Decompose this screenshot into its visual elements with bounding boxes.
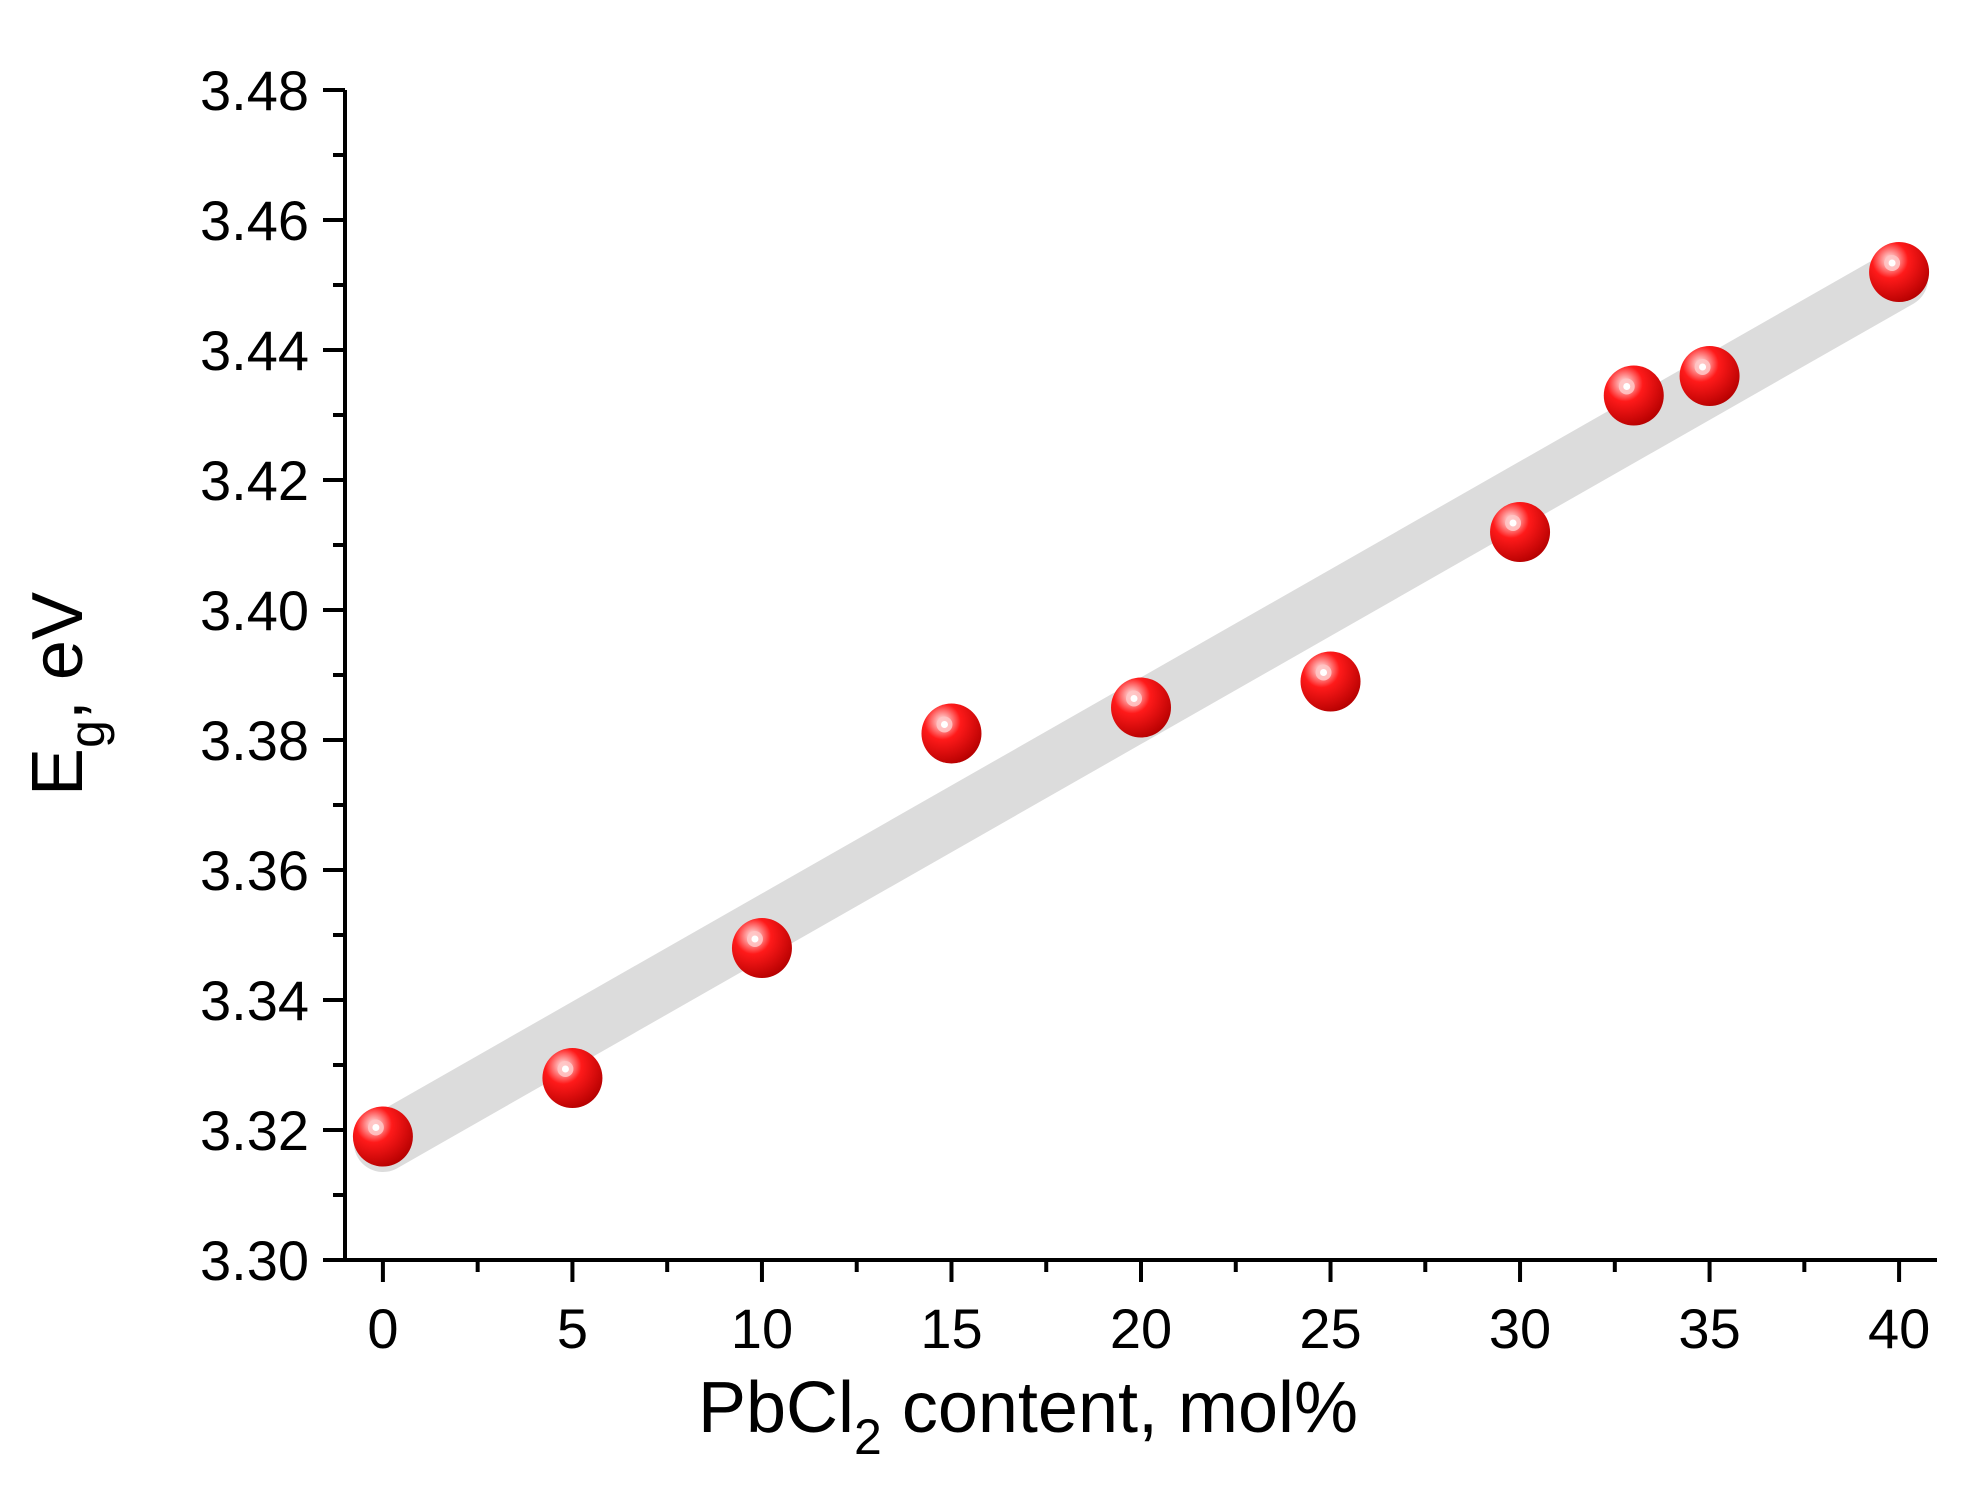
data-point (921, 703, 982, 764)
data-point (352, 1106, 413, 1167)
data-point-glint (1699, 363, 1707, 371)
data-point-sphere (1490, 502, 1551, 562)
data-point (1679, 346, 1740, 406)
x-tick-label: 40 (1868, 1297, 1930, 1360)
x-tick-label: 25 (1299, 1297, 1361, 1360)
x-tick-label: 35 (1678, 1297, 1740, 1360)
x-tick-label: 10 (731, 1297, 793, 1360)
y-axis-title-rest: , eV (18, 592, 98, 720)
data-point (1603, 365, 1664, 426)
tick-labels: 3.30 3.32 3.34 3.36 3.38 3.40 3.42 3.44 3.46 3.48… (200, 59, 1930, 1360)
y-axis-title-subscript: g (59, 720, 115, 748)
x-axis-title-rest: content, mol% (882, 1368, 1358, 1448)
data-point (731, 918, 792, 978)
data-point-glint (940, 721, 948, 728)
x-tick-label: 5 (557, 1297, 588, 1360)
data-point-sphere (1679, 346, 1740, 406)
y-tick-label: 3.44 (200, 319, 309, 382)
y-axis-title: Eg, eV (18, 592, 115, 796)
data-point (1111, 677, 1171, 738)
y-tick-label: 3.38 (200, 709, 309, 772)
y-tick-label: 3.40 (200, 579, 309, 642)
data-point-glint (1888, 259, 1896, 267)
data-point (542, 1048, 603, 1108)
x-axis-title: PbCl2 content, mol% (698, 1368, 1358, 1465)
y-tick-label: 3.34 (200, 969, 309, 1032)
x-tick-label: 0 (367, 1297, 398, 1360)
data-point-sphere (1111, 677, 1171, 738)
y-tick-label: 3.30 (200, 1229, 309, 1292)
data-point-sphere (1869, 242, 1930, 302)
data-point-glint (1130, 695, 1138, 702)
data-points (352, 242, 1930, 1167)
data-point-glint (1320, 669, 1328, 676)
data-point-glint (372, 1124, 380, 1131)
x-tick-label: 20 (1110, 1297, 1172, 1360)
data-point-sphere (542, 1048, 603, 1108)
x-tick-label: 30 (1489, 1297, 1551, 1360)
y-tick-label: 3.32 (200, 1099, 309, 1162)
data-point (1869, 242, 1930, 302)
data-point-glint (561, 1065, 569, 1073)
data-point-sphere (1603, 365, 1664, 426)
data-point-sphere (921, 703, 982, 764)
axes (323, 88, 1937, 1282)
data-point-glint (751, 935, 759, 943)
y-tick-label: 3.42 (200, 449, 309, 512)
y-tick-label: 3.48 (200, 59, 309, 122)
data-point-sphere (1300, 651, 1361, 712)
data-point-glint (1623, 383, 1631, 390)
y-axis-title-main: E (18, 748, 98, 796)
data-point-sphere (352, 1106, 413, 1167)
x-tick-label: 15 (920, 1297, 982, 1360)
data-point-glint (1509, 519, 1517, 527)
data-point (1490, 502, 1551, 562)
data-point-sphere (731, 918, 792, 978)
y-tick-label: 3.36 (200, 839, 309, 902)
y-tick-label: 3.46 (200, 189, 309, 252)
x-axis-title-main: PbCl (698, 1368, 854, 1448)
x-axis-title-subscript: 2 (854, 1409, 882, 1465)
data-point (1300, 651, 1361, 712)
